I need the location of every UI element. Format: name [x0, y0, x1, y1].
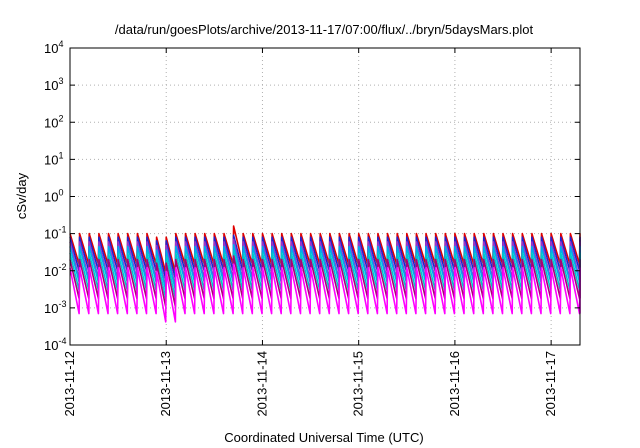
- y-tick-label: 101: [44, 150, 63, 167]
- x-tick-label: 2013-11-12: [62, 351, 77, 417]
- y-tick-label: 10-4: [44, 336, 66, 353]
- chart-title: /data/run/goesPlots/archive/2013-11-17/0…: [115, 22, 534, 37]
- y-axis: 10-4 10-3 10-2 10-1 100 101 102 103 104: [44, 39, 580, 353]
- x-axis-label: Coordinated Universal Time (UTC): [224, 430, 423, 445]
- x-tick-label: 2013-11-13: [158, 351, 173, 417]
- y-tick-label: 10-2: [44, 262, 66, 279]
- y-axis-label: cSv/day: [14, 172, 29, 219]
- x-tick-label: 2013-11-14: [254, 351, 269, 417]
- y-tick-label: 104: [44, 39, 63, 56]
- series-layer: [69, 225, 581, 323]
- y-tick-label: 103: [44, 76, 63, 93]
- x-tick-label: 2013-11-17: [543, 351, 558, 417]
- y-tick-label: 10-1: [44, 225, 66, 242]
- x-tick-label: 2013-11-16: [447, 351, 462, 417]
- y-tick-label: 10-3: [44, 299, 66, 316]
- y-tick-label: 102: [44, 113, 63, 130]
- x-axis: 2013-11-12 2013-11-13 2013-11-14 2013-11-15…: [62, 48, 558, 417]
- series-line: [69, 263, 581, 323]
- x-tick-label: 2013-11-15: [351, 351, 366, 417]
- grid-lines: [70, 48, 580, 345]
- y-tick-label: 100: [44, 188, 63, 205]
